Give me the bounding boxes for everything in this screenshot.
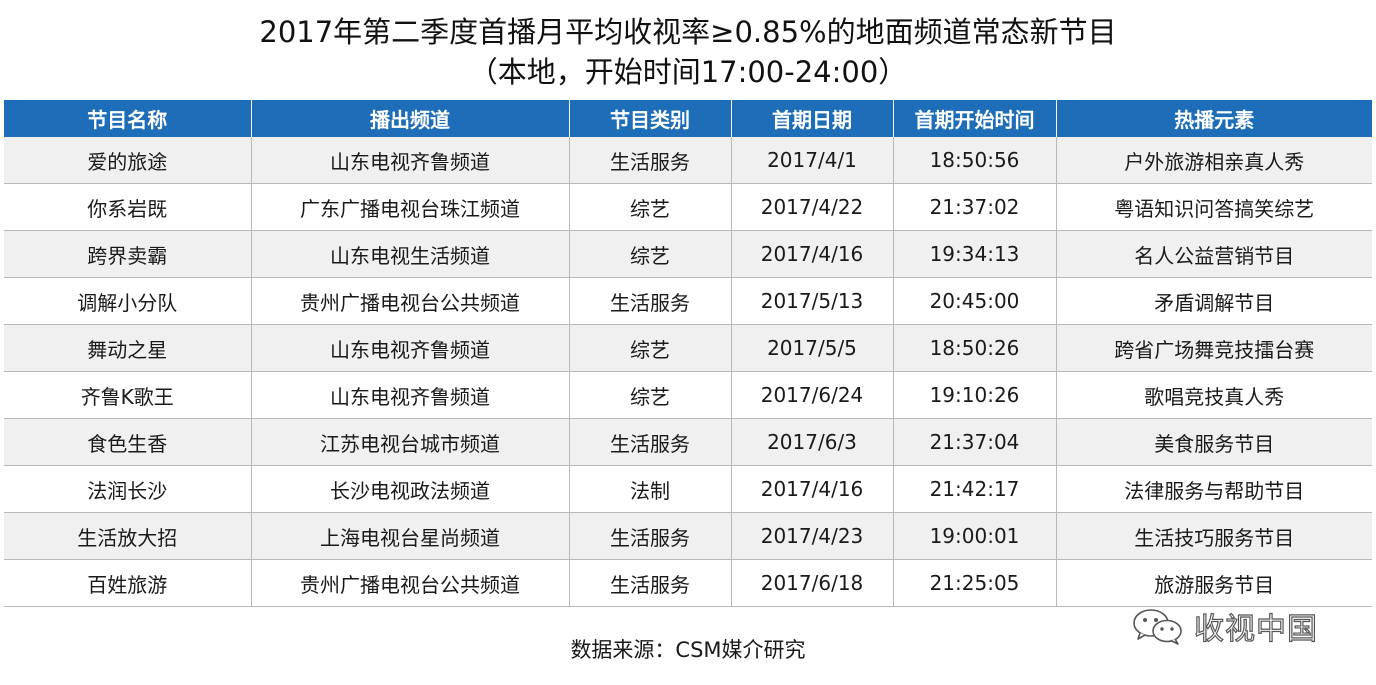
cell-hot-elements: 名人公益营销节目 <box>1056 230 1372 278</box>
cell-first-date: 2017/4/16 <box>731 465 894 513</box>
wechat-icon <box>1133 609 1182 645</box>
cell-category: 综艺 <box>569 371 732 419</box>
cell-hot-elements: 生活技巧服务节目 <box>1056 512 1372 560</box>
title-line-2: （本地，开始时间17:00-24:00） <box>468 55 908 89</box>
title-line-1: 2017年第二季度首播月平均收视率≥0.85%的地面频道常态新节目 <box>259 15 1117 49</box>
cell-category: 生活服务 <box>569 512 732 560</box>
cell-channel: 山东电视生活频道 <box>251 230 570 278</box>
cell-channel: 上海电视台星尚频道 <box>251 512 570 560</box>
header-first-date: 首期日期 <box>731 100 894 137</box>
cell-hot-elements: 美食服务节目 <box>1056 418 1372 466</box>
cell-program-name: 食色生香 <box>4 418 252 466</box>
cell-first-date: 2017/4/23 <box>731 512 894 560</box>
cell-category: 综艺 <box>569 230 732 278</box>
cell-category: 生活服务 <box>569 277 732 325</box>
table-row: 跨界卖霸 山东电视生活频道 综艺 2017/4/16 19:34:13 名人公益… <box>4 230 1372 278</box>
cell-first-date: 2017/5/5 <box>731 324 894 372</box>
header-hot-elements: 热播元素 <box>1056 100 1372 137</box>
cell-program-name: 生活放大招 <box>4 512 252 560</box>
header-program-name: 节目名称 <box>4 100 252 137</box>
cell-hot-elements: 粤语知识问答搞笑综艺 <box>1056 183 1372 231</box>
cell-category: 生活服务 <box>569 559 732 607</box>
table-row: 调解小分队 贵州广播电视台公共频道 生活服务 2017/5/13 20:45:0… <box>4 277 1372 325</box>
cell-first-date: 2017/6/3 <box>731 418 894 466</box>
cell-hot-elements: 跨省广场舞竞技擂台赛 <box>1056 324 1372 372</box>
table-row: 食色生香 江苏电视台城市频道 生活服务 2017/6/3 21:37:04 美食… <box>4 418 1372 466</box>
cell-channel: 山东电视齐鲁频道 <box>251 137 570 184</box>
cell-category: 综艺 <box>569 324 732 372</box>
header-start-time: 首期开始时间 <box>893 100 1057 137</box>
cell-program-name: 舞动之星 <box>4 324 252 372</box>
cell-start-time: 18:50:56 <box>893 137 1057 184</box>
header-channel: 播出频道 <box>251 100 570 137</box>
cell-first-date: 2017/4/1 <box>731 137 894 184</box>
cell-hot-elements: 矛盾调解节目 <box>1056 277 1372 325</box>
page-title: 2017年第二季度首播月平均收视率≥0.85%的地面频道常态新节目 （本地，开始… <box>0 12 1376 92</box>
cell-hot-elements: 旅游服务节目 <box>1056 559 1372 607</box>
cell-start-time: 20:45:00 <box>893 277 1057 325</box>
table-header: 节目名称 播出频道 节目类别 首期日期 首期开始时间 热播元素 <box>4 100 1372 137</box>
cell-start-time: 19:10:26 <box>893 371 1057 419</box>
cell-channel: 贵州广播电视台公共频道 <box>251 559 570 607</box>
programs-table-container: 节目名称 播出频道 节目类别 首期日期 首期开始时间 热播元素 爱的旅途 山东电… <box>4 100 1372 607</box>
cell-program-name: 齐鲁K歌王 <box>4 371 252 419</box>
cell-hot-elements: 法律服务与帮助节目 <box>1056 465 1372 513</box>
cell-start-time: 18:50:26 <box>893 324 1057 372</box>
cell-first-date: 2017/4/22 <box>731 183 894 231</box>
data-source-note: 数据来源：CSM媒介研究 <box>570 638 806 662</box>
cell-start-time: 19:00:01 <box>893 512 1057 560</box>
table-row: 法润长沙 长沙电视政法频道 法制 2017/4/16 21:42:17 法律服务… <box>4 465 1372 513</box>
cell-start-time: 21:37:02 <box>893 183 1057 231</box>
cell-category: 法制 <box>569 465 732 513</box>
cell-start-time: 21:37:04 <box>893 418 1057 466</box>
watermark-text: 收视中国 <box>1193 611 1318 647</box>
table-row: 爱的旅途 山东电视齐鲁频道 生活服务 2017/4/1 18:50:56 户外旅… <box>4 137 1372 184</box>
cell-first-date: 2017/6/18 <box>731 559 894 607</box>
cell-channel: 山东电视齐鲁频道 <box>251 324 570 372</box>
cell-hot-elements: 歌唱竞技真人秀 <box>1056 371 1372 419</box>
cell-program-name: 百姓旅游 <box>4 559 252 607</box>
cell-channel: 山东电视齐鲁频道 <box>251 371 570 419</box>
cell-start-time: 21:42:17 <box>893 465 1057 513</box>
cell-channel: 长沙电视政法频道 <box>251 465 570 513</box>
cell-program-name: 法润长沙 <box>4 465 252 513</box>
cell-category: 生活服务 <box>569 418 732 466</box>
header-row: 节目名称 播出频道 节目类别 首期日期 首期开始时间 热播元素 <box>4 100 1372 137</box>
table-body: 爱的旅途 山东电视齐鲁频道 生活服务 2017/4/1 18:50:56 户外旅… <box>4 137 1372 607</box>
cell-program-name: 你系岩既 <box>4 183 252 231</box>
header-category: 节目类别 <box>569 100 732 137</box>
cell-channel: 广东广播电视台珠江频道 <box>251 183 570 231</box>
cell-program-name: 爱的旅途 <box>4 137 252 184</box>
table-row: 齐鲁K歌王 山东电视齐鲁频道 综艺 2017/6/24 19:10:26 歌唱竞… <box>4 371 1372 419</box>
cell-channel: 贵州广播电视台公共频道 <box>251 277 570 325</box>
cell-first-date: 2017/4/16 <box>731 230 894 278</box>
table-row: 你系岩既 广东广播电视台珠江频道 综艺 2017/4/22 21:37:02 粤… <box>4 183 1372 231</box>
cell-category: 生活服务 <box>569 137 732 184</box>
cell-channel: 江苏电视台城市频道 <box>251 418 570 466</box>
cell-start-time: 19:34:13 <box>893 230 1057 278</box>
table-row: 舞动之星 山东电视齐鲁频道 综艺 2017/5/5 18:50:26 跨省广场舞… <box>4 324 1372 372</box>
cell-hot-elements: 户外旅游相亲真人秀 <box>1056 137 1372 184</box>
cell-first-date: 2017/5/13 <box>731 277 894 325</box>
programs-table: 节目名称 播出频道 节目类别 首期日期 首期开始时间 热播元素 爱的旅途 山东电… <box>4 100 1372 607</box>
watermark: 收视中国 <box>1130 600 1318 652</box>
table-row: 生活放大招 上海电视台星尚频道 生活服务 2017/4/23 19:00:01 … <box>4 512 1372 560</box>
table-row: 百姓旅游 贵州广播电视台公共频道 生活服务 2017/6/18 21:25:05… <box>4 559 1372 607</box>
cell-start-time: 21:25:05 <box>893 559 1057 607</box>
cell-category: 综艺 <box>569 183 732 231</box>
cell-program-name: 调解小分队 <box>4 277 252 325</box>
cell-program-name: 跨界卖霸 <box>4 230 252 278</box>
cell-first-date: 2017/6/24 <box>731 371 894 419</box>
